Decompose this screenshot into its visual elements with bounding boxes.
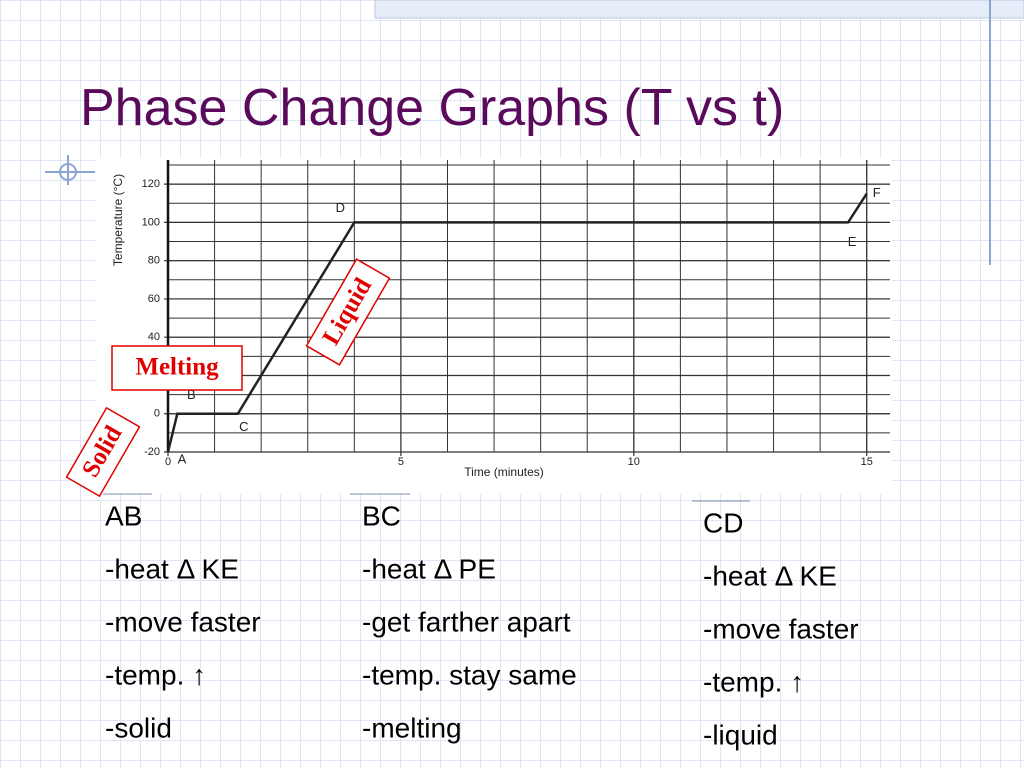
- column-line: -temp. ↑: [703, 666, 804, 697]
- text-columns: AB -heat Δ KE -move faster -temp. ↑ -solid BC…: [103, 493, 859, 750]
- y-tick-label: 60: [148, 293, 160, 305]
- deco-circle: [59, 163, 77, 181]
- y-tick-label: 0: [154, 408, 160, 420]
- chart-background: [95, 158, 892, 494]
- column-line: -get farther apart: [362, 606, 571, 637]
- column-line: -temp. stay same: [362, 659, 577, 690]
- point-label: F: [873, 185, 881, 200]
- x-tick-label: 15: [861, 456, 873, 468]
- annotation-text: Melting: [135, 354, 219, 381]
- column-line: -move faster: [105, 606, 261, 637]
- annotation: Melting: [111, 345, 243, 391]
- column-line: -heat Δ KE: [703, 560, 837, 591]
- x-tick-label: 0: [165, 456, 171, 468]
- y-axis-label: Temperature (°C): [111, 174, 125, 266]
- column-line: -temp. ↑: [105, 659, 206, 690]
- annotation-box: [305, 258, 391, 366]
- column-line: -heat Δ PE: [362, 553, 496, 584]
- top-band: [374, 0, 1024, 19]
- chart: -20020406080100120051015Time (minutes)Te…: [111, 160, 890, 479]
- point-label: A: [178, 451, 187, 466]
- x-axis-label: Time (minutes): [464, 465, 544, 479]
- column-line: -melting: [362, 712, 462, 743]
- column-header: AB: [105, 500, 142, 531]
- point-label: C: [239, 419, 248, 434]
- point-label: D: [336, 200, 345, 215]
- column-line: -heat Δ KE: [105, 553, 239, 584]
- data-line: [166, 193, 868, 453]
- y-tick-label: 80: [148, 255, 160, 267]
- x-tick-label: 5: [398, 456, 404, 468]
- column-header: CD: [703, 507, 743, 538]
- column-line: -liquid: [703, 719, 778, 750]
- slide-title: Phase Change Graphs (T vs t): [80, 79, 784, 137]
- column-line: -move faster: [703, 613, 859, 644]
- y-tick-label: 120: [142, 178, 160, 190]
- column-line: -solid: [105, 712, 172, 743]
- x-tick-label: 10: [628, 456, 640, 468]
- column-header: BC: [362, 500, 401, 531]
- y-tick-label: 40: [148, 331, 160, 343]
- annotation-box: [65, 406, 141, 498]
- y-tick-label: 100: [142, 216, 160, 228]
- y-tick-label: -20: [144, 446, 160, 458]
- point-label: B: [187, 387, 196, 402]
- point-label: E: [848, 234, 857, 249]
- annotation-box: [111, 345, 243, 391]
